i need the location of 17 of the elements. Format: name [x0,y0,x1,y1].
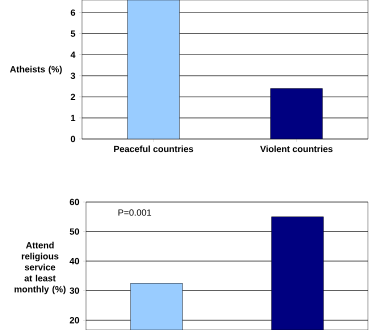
y-tick-label: 20 [70,317,80,324]
y-tick-label: 50 [70,228,80,235]
y-tick-label: 5 [70,30,76,37]
y-tick-label: 30 [70,287,80,294]
y-tick-label: 2 [70,94,76,100]
y-tick-label: 4 [70,52,76,58]
y-tick-label: 40 [70,258,80,264]
y-tick-label: 3 [70,72,76,79]
y-tick-label: 60 [70,198,80,206]
y-tick-label: 6 [70,9,76,16]
annotation: P=0.001 [118,209,152,216]
y-axis-title: Attend religious service at least monthly (%) [14,242,66,294]
y-tick-label: 0 [70,136,76,142]
y-tick-label: 1 [71,114,76,122]
y-axis-title: Atheists (%) [10,66,62,74]
x-tick-label: Peaceful countries [114,146,194,152]
x-tick-label: Violent countries [260,146,333,152]
